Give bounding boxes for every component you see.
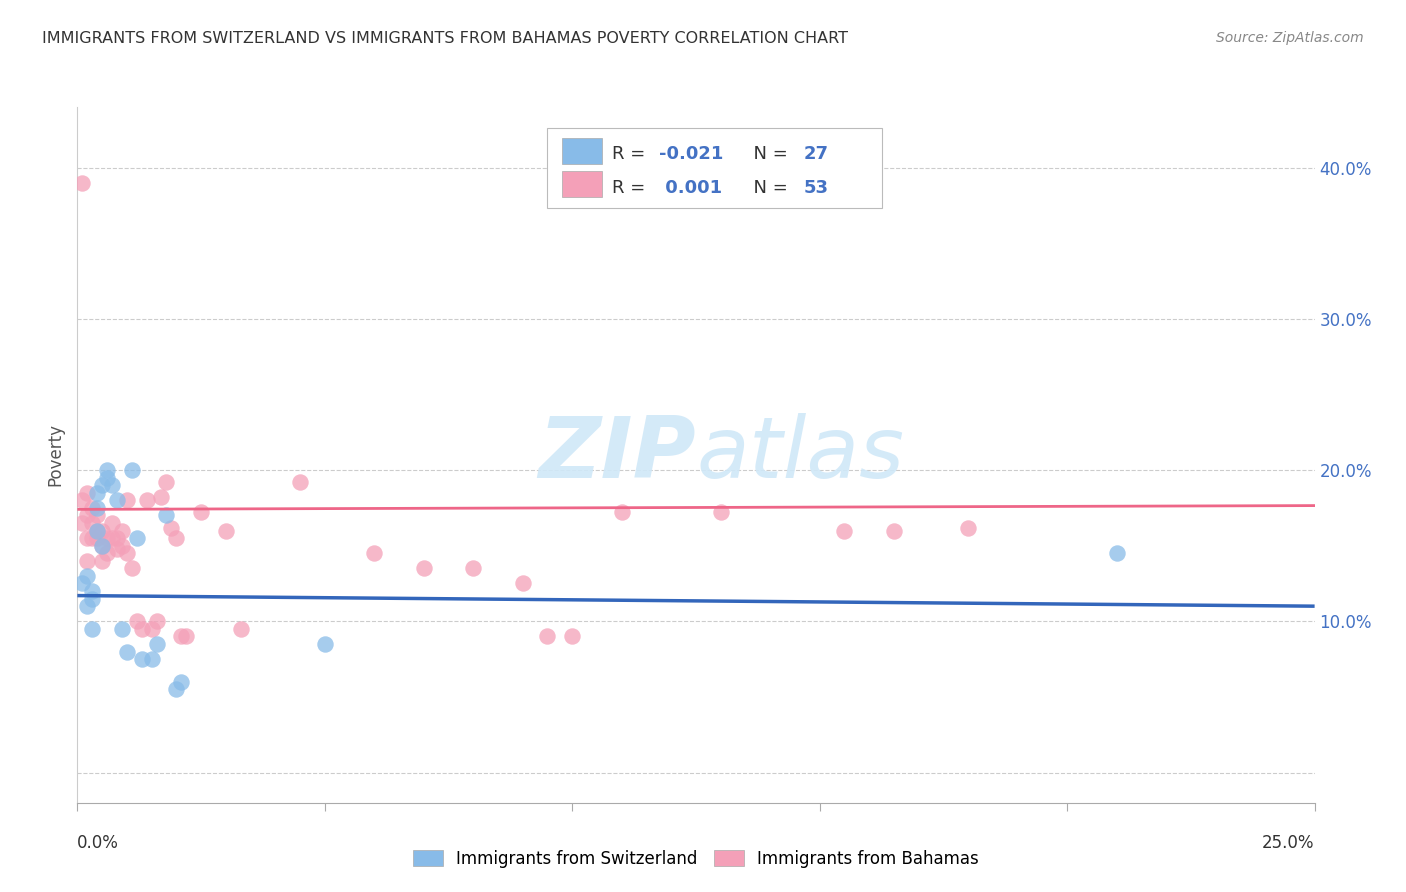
Point <box>314 637 336 651</box>
Point <box>165 682 187 697</box>
Point <box>170 674 193 689</box>
Point <box>957 520 980 534</box>
Point <box>96 546 118 560</box>
Text: atlas: atlas <box>696 413 904 497</box>
Point <box>91 478 114 492</box>
Point <box>76 508 98 523</box>
Legend: Immigrants from Switzerland, Immigrants from Bahamas: Immigrants from Switzerland, Immigrants … <box>406 843 986 874</box>
Point <box>72 176 94 190</box>
Point <box>82 531 104 545</box>
Point <box>76 485 98 500</box>
Point <box>101 531 124 545</box>
Point <box>111 524 134 538</box>
Point <box>1105 546 1128 560</box>
Point <box>101 516 124 530</box>
Text: R =: R = <box>612 145 651 163</box>
Text: IMMIGRANTS FROM SWITZERLAND VS IMMIGRANTS FROM BAHAMAS POVERTY CORRELATION CHART: IMMIGRANTS FROM SWITZERLAND VS IMMIGRANT… <box>42 31 848 46</box>
Point <box>86 524 108 538</box>
Point <box>155 475 177 490</box>
Text: ZIP: ZIP <box>538 413 696 497</box>
Point <box>463 561 485 575</box>
Point <box>86 508 108 523</box>
Point <box>174 629 197 643</box>
Point <box>105 541 128 556</box>
Bar <box>562 137 602 164</box>
Text: N =: N = <box>742 178 793 197</box>
Text: 27: 27 <box>804 145 828 163</box>
Point <box>121 561 143 575</box>
Point <box>105 493 128 508</box>
Point <box>82 622 104 636</box>
Point <box>76 531 98 545</box>
Point <box>82 591 104 606</box>
Point <box>131 652 153 666</box>
Text: 25.0%: 25.0% <box>1263 834 1315 852</box>
Point <box>91 524 114 538</box>
Point <box>412 561 434 575</box>
Text: R =: R = <box>612 178 651 197</box>
Point <box>145 637 167 651</box>
Point <box>72 576 94 591</box>
Point <box>160 520 183 534</box>
Point <box>72 493 94 508</box>
FancyBboxPatch shape <box>547 128 882 208</box>
Point <box>141 652 163 666</box>
Point <box>190 505 212 519</box>
Point <box>145 615 167 629</box>
Point <box>115 546 138 560</box>
Point <box>86 500 108 515</box>
Point <box>76 569 98 583</box>
Point <box>125 531 148 545</box>
Text: -0.021: -0.021 <box>659 145 723 163</box>
Point <box>91 539 114 553</box>
Text: 0.0%: 0.0% <box>77 834 120 852</box>
Point <box>141 622 163 636</box>
Point <box>150 490 173 504</box>
Point <box>101 478 124 492</box>
Point <box>125 615 148 629</box>
Point <box>121 463 143 477</box>
Point <box>115 644 138 658</box>
Bar <box>562 171 602 197</box>
Point <box>135 493 157 508</box>
Text: Source: ZipAtlas.com: Source: ZipAtlas.com <box>1216 31 1364 45</box>
Point <box>91 554 114 568</box>
Point <box>86 524 108 538</box>
Point <box>834 524 856 538</box>
Point <box>883 524 905 538</box>
Point <box>96 470 118 484</box>
Point <box>111 622 134 636</box>
Point <box>131 622 153 636</box>
Point <box>561 629 583 643</box>
Point <box>512 576 534 591</box>
Point <box>165 531 187 545</box>
Text: 0.001: 0.001 <box>659 178 721 197</box>
Point <box>610 505 633 519</box>
Point <box>72 516 94 530</box>
Point <box>288 475 311 490</box>
Point <box>86 485 108 500</box>
Point <box>86 531 108 545</box>
Point <box>536 629 558 643</box>
Text: 53: 53 <box>804 178 828 197</box>
Point <box>363 546 385 560</box>
Point <box>215 524 238 538</box>
Point <box>82 584 104 599</box>
Point <box>115 493 138 508</box>
Point <box>96 463 118 477</box>
Point <box>111 539 134 553</box>
Point <box>91 539 114 553</box>
Point <box>170 629 193 643</box>
Text: N =: N = <box>742 145 793 163</box>
Point <box>96 531 118 545</box>
Point <box>710 505 733 519</box>
Point <box>82 516 104 530</box>
Point <box>76 599 98 614</box>
Point <box>76 554 98 568</box>
Point <box>105 531 128 545</box>
Point <box>82 500 104 515</box>
Point <box>155 508 177 523</box>
Y-axis label: Poverty: Poverty <box>46 424 65 486</box>
Point <box>229 622 252 636</box>
